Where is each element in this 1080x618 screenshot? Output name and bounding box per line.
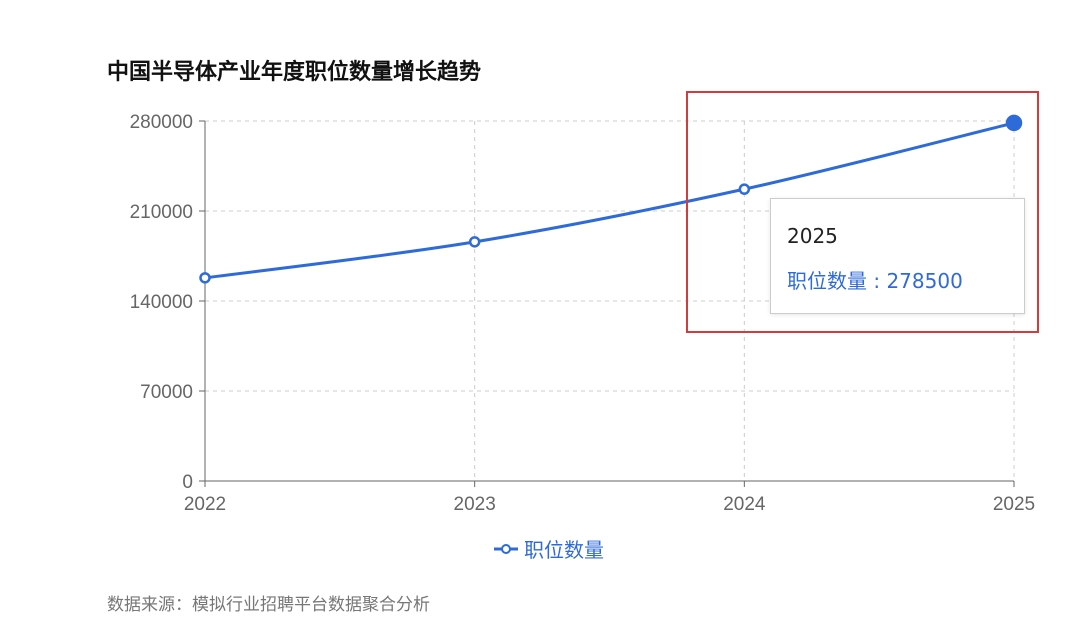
legend-label: 职位数量 — [524, 538, 604, 562]
data-source: 数据来源：模拟行业招聘平台数据聚合分析 — [107, 595, 430, 615]
x-tick-label: 2025 — [993, 494, 1035, 515]
y-tick-label: 210000 — [130, 202, 193, 223]
legend-item[interactable]: 职位数量 — [494, 534, 604, 563]
y-tick-label: 0 — [182, 472, 193, 493]
x-tick-label: 2023 — [454, 494, 496, 515]
legend-line-icon — [494, 543, 518, 554]
series-line — [204, 121, 1015, 280]
data-point — [738, 183, 751, 195]
chart-title: 中国半导体产业年度职位数量增长趋势 — [107, 60, 482, 85]
x-tick-label: 2022 — [184, 494, 226, 515]
y-tick-label: 70000 — [140, 382, 193, 403]
y-tick-label: 140000 — [130, 292, 193, 313]
highlight-box — [686, 91, 1039, 333]
tooltip-value: 职位数量 : 278500 — [787, 269, 963, 293]
data-point — [199, 272, 211, 284]
y-tick-label: 280000 — [130, 112, 193, 133]
data-point — [468, 236, 481, 248]
data-point — [1005, 114, 1023, 132]
tooltip-title: 2025 — [787, 224, 838, 248]
x-tick-label: 2024 — [723, 494, 766, 515]
tooltip: 2025 职位数量 : 278500 — [770, 198, 1025, 314]
